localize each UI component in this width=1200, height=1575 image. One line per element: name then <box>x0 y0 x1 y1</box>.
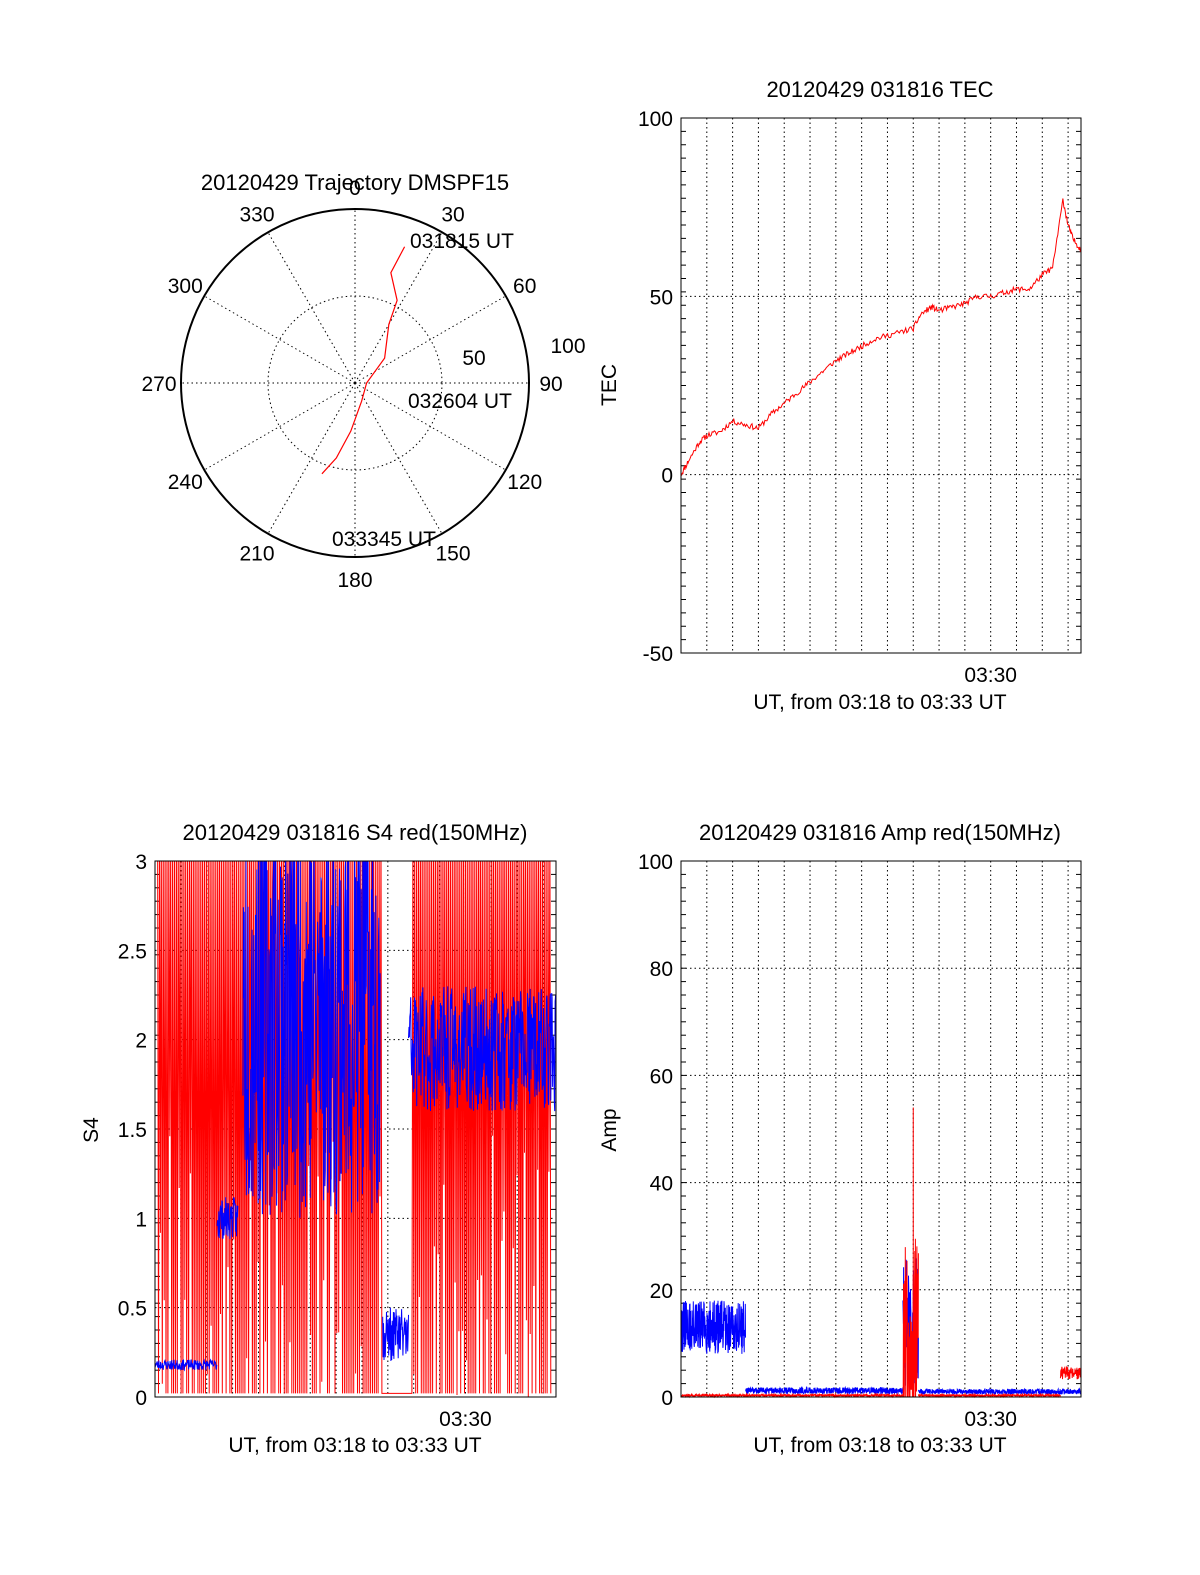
polar-trajectory-label: 031815 UT <box>410 230 514 253</box>
amp-xlabel: UT, from 03:18 to 03:33 UT <box>753 1434 1006 1457</box>
tec-ylabel: TEC <box>598 364 621 406</box>
tec-series-line <box>680 198 1082 477</box>
y-tick-label: 40 <box>650 1173 673 1196</box>
y-tick-label: 2.5 <box>118 940 147 963</box>
s4-blue-series <box>216 1197 239 1240</box>
polar-azimuth-label: 180 <box>337 569 372 592</box>
polar-spoke <box>354 295 506 384</box>
polar-azimuth-label: 120 <box>507 471 542 494</box>
y-tick-label: 2 <box>135 1030 147 1053</box>
y-tick-label: 3 <box>135 851 147 874</box>
y-tick-label: 60 <box>650 1065 673 1088</box>
polar-spoke <box>267 232 356 384</box>
y-tick-label: 100 <box>638 851 673 874</box>
polar-spoke <box>204 382 356 471</box>
tec-title: 20120429 031816 TEC <box>766 77 993 102</box>
amp-plot: 20120429 031816 Amp red(150MHz) UT, from… <box>598 820 1082 1457</box>
tec-plot: 20120429 031816 TEC UT, from 03:18 to 03… <box>598 77 1082 714</box>
plot-frame <box>680 860 1082 1398</box>
amp-blue-series <box>745 1385 904 1396</box>
polar-azimuth-label: 300 <box>168 275 203 298</box>
polar-trajectory-plot: 20120429 Trajectory DMSPF15 0 30 60 90 120 15… <box>141 170 585 592</box>
polar-trajectory-label: 032604 UT <box>408 390 512 413</box>
s4-blue-series <box>408 986 556 1112</box>
x-tick-label: 03:30 <box>964 664 1017 687</box>
polar-spoke <box>354 382 506 471</box>
x-tick-label: 03:30 <box>964 1408 1017 1431</box>
polar-azimuth-label: 240 <box>168 471 203 494</box>
polar-azimuth-label: 30 <box>441 203 464 226</box>
s4-red-series <box>157 861 552 1397</box>
amp-blue-series <box>917 1387 1082 1397</box>
polar-trajectory-label: 033345 UT <box>332 528 436 551</box>
polar-spoke <box>354 382 443 534</box>
polar-azimuth-label: 90 <box>539 373 562 396</box>
polar-azimuth-label: 60 <box>513 275 536 298</box>
amp-red-series <box>917 1392 1061 1399</box>
y-tick-label: 20 <box>650 1280 673 1303</box>
s4-series-group <box>155 861 556 1397</box>
amp-title: 20120429 031816 Amp red(150MHz) <box>699 820 1061 845</box>
polar-azimuth-label: 330 <box>239 203 274 226</box>
s4-blue-series <box>155 1358 218 1372</box>
y-tick-label: 0.5 <box>118 1298 147 1321</box>
s4-blue-series <box>382 1307 409 1362</box>
x-tick-label: 03:30 <box>439 1408 492 1431</box>
y-tick-label: 0 <box>135 1387 147 1410</box>
polar-azimuth-label: 0 <box>349 177 361 200</box>
y-tick-label: 1 <box>135 1208 147 1231</box>
s4-title: 20120429 031816 S4 red(150MHz) <box>183 820 528 845</box>
y-tick-label: 0 <box>661 465 673 488</box>
polar-azimuth-label: 270 <box>141 373 176 396</box>
polar-title: 20120429 Trajectory DMSPF15 <box>201 170 509 195</box>
amp-red-series <box>902 1238 919 1398</box>
y-tick-label: 0 <box>661 1387 673 1410</box>
s4-xlabel: UT, from 03:18 to 03:33 UT <box>228 1434 481 1457</box>
s4-ylabel: S4 <box>80 1117 103 1143</box>
polar-azimuth-label: 210 <box>239 543 274 566</box>
polar-radius-label: 100 <box>550 335 585 358</box>
amp-red-series <box>680 1392 904 1399</box>
polar-radius-label: 50 <box>462 347 485 370</box>
y-tick-label: 80 <box>650 958 673 981</box>
polar-spoke <box>354 232 443 384</box>
y-tick-label: 1.5 <box>118 1119 147 1142</box>
plot-frame <box>154 860 557 1398</box>
polar-spoke <box>204 295 356 384</box>
s4-plot: 20120429 031816 S4 red(150MHz) UT, from … <box>80 820 557 1457</box>
polar-azimuth-label: 150 <box>435 543 470 566</box>
y-tick-label: 100 <box>638 108 673 131</box>
y-tick-label: 50 <box>650 286 673 309</box>
polar-outer-circle <box>180 208 530 558</box>
y-tick-label: -50 <box>643 643 673 666</box>
amp-red-series <box>1059 1365 1082 1380</box>
plot-frame <box>680 117 1082 654</box>
polar-spoke <box>267 382 356 534</box>
amp-blue-series <box>680 1300 746 1354</box>
tec-xlabel: UT, from 03:18 to 03:33 UT <box>753 691 1006 714</box>
amp-ylabel: Amp <box>598 1108 621 1151</box>
s4-blue-series <box>242 861 381 1218</box>
polar-trajectory-line <box>321 246 406 475</box>
